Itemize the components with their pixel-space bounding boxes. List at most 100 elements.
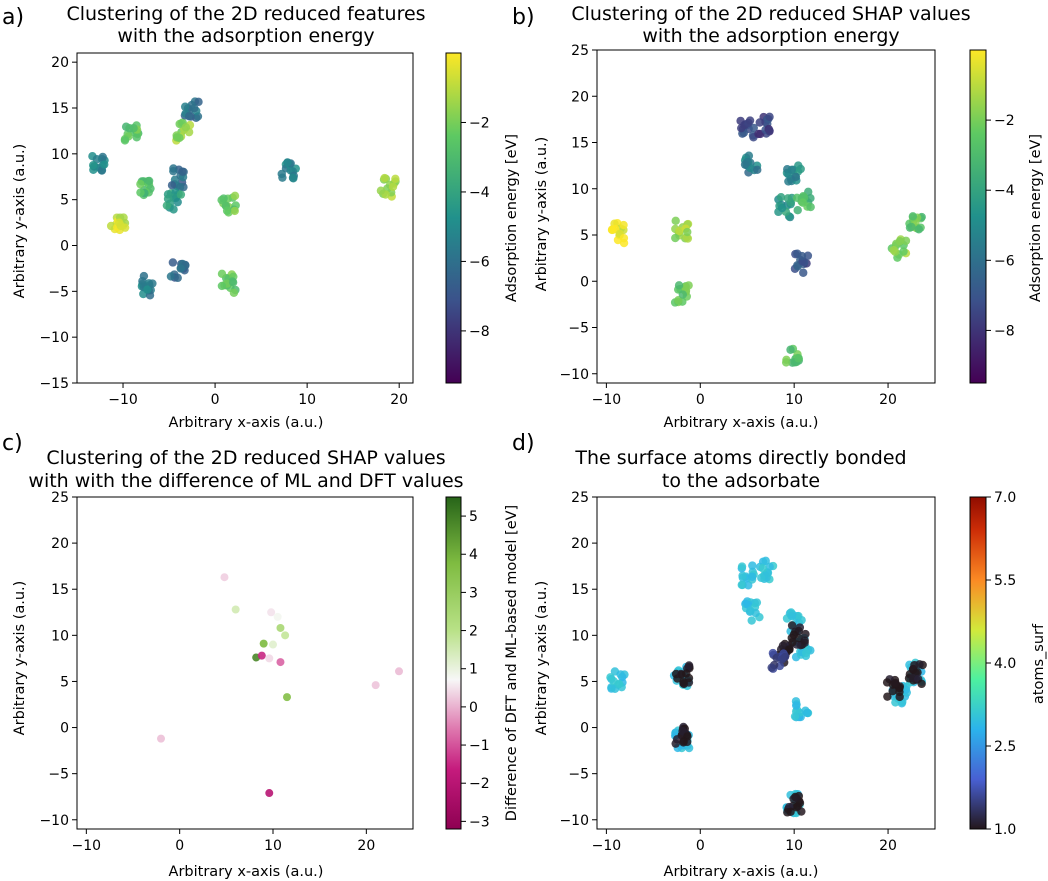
cluster-d-9 bbox=[790, 697, 813, 722]
colorbar-tick-label: −4 bbox=[469, 185, 490, 201]
panel-label-c: c) bbox=[2, 431, 23, 456]
data-point bbox=[761, 556, 770, 566]
cluster-d-15 bbox=[904, 660, 927, 689]
data-point bbox=[172, 133, 182, 142]
colorbar-tick-label: −2 bbox=[994, 113, 1015, 129]
cluster-b-1 bbox=[671, 216, 693, 243]
axes-frame bbox=[596, 49, 936, 384]
x-tick-label: 0 bbox=[175, 838, 184, 854]
data-point bbox=[222, 206, 232, 215]
panel-b: −10 0 10 20 −10 −5 0 5 10 15 20 25 −2 −4 −6 −8 bbox=[559, 43, 1014, 408]
data-point bbox=[184, 112, 194, 121]
data-point bbox=[173, 197, 182, 207]
data-point bbox=[787, 165, 796, 174]
colorbar-label-d: atoms_surf bbox=[1031, 623, 1047, 704]
panel-label-b: b) bbox=[512, 5, 535, 30]
data-point bbox=[679, 737, 688, 746]
data-point bbox=[683, 227, 692, 237]
cluster-b-5 bbox=[740, 151, 762, 177]
x-tick-label: 0 bbox=[696, 838, 705, 854]
colorbar-label-c: Difference of DFT and ML-based model [eV… bbox=[504, 505, 520, 821]
y-tick-label: 20 bbox=[571, 89, 589, 105]
title-b-line1: Clustering of the 2D reduced SHAP values bbox=[571, 3, 970, 25]
data-point bbox=[619, 233, 629, 243]
data-point bbox=[187, 100, 196, 110]
colorbar-label-a: Adsorption energy [eV] bbox=[504, 134, 520, 302]
colorbar bbox=[445, 496, 462, 830]
data-point bbox=[753, 165, 762, 175]
cluster-a-1 bbox=[106, 213, 130, 235]
colorbar-tick-label: 7.0 bbox=[994, 490, 1016, 506]
colorbar-tick-label: 5 bbox=[469, 509, 478, 525]
cluster-a-4 bbox=[137, 271, 157, 300]
cluster-b-7 bbox=[774, 192, 797, 222]
data-point bbox=[283, 693, 291, 702]
colorbar bbox=[445, 52, 462, 384]
data-point bbox=[672, 735, 682, 744]
x-tick-label: 10 bbox=[298, 392, 316, 408]
colorbar-tick-label: 4.0 bbox=[994, 656, 1016, 672]
data-point bbox=[908, 212, 918, 221]
data-point bbox=[229, 288, 239, 297]
y-tick-label: 25 bbox=[571, 43, 589, 59]
data-point bbox=[180, 102, 190, 111]
data-point bbox=[749, 123, 758, 133]
title-d-line2: to the adsorbate bbox=[662, 470, 820, 492]
data-point bbox=[144, 176, 154, 186]
data-point bbox=[888, 687, 897, 696]
cluster-a-12 bbox=[277, 158, 300, 183]
data-point bbox=[907, 222, 916, 232]
data-point bbox=[671, 233, 680, 243]
cluster-a-6 bbox=[162, 188, 186, 214]
ylabel-d: Arbitrary y-axis (a.u.) bbox=[534, 581, 550, 736]
data-point bbox=[790, 712, 800, 721]
data-point bbox=[777, 203, 787, 213]
panel-d: −10 0 10 20 −10 −5 0 5 10 15 20 25 7.0 5.5 4.0 2.5 1.0 bbox=[559, 490, 1016, 854]
data-point bbox=[679, 677, 688, 687]
data-point bbox=[143, 285, 152, 294]
x-tick-label: 20 bbox=[879, 838, 897, 854]
xlabel-a: Arbitrary x-axis (a.u.) bbox=[169, 415, 324, 431]
x-tick-label: 20 bbox=[357, 838, 375, 854]
data-point bbox=[794, 354, 803, 363]
x-tick-label: −10 bbox=[72, 838, 102, 854]
data-point bbox=[136, 188, 145, 197]
y-tick-label: 0 bbox=[580, 721, 589, 737]
data-point bbox=[776, 192, 786, 202]
data-point bbox=[674, 281, 684, 290]
y-tick-label: 10 bbox=[51, 147, 69, 163]
title-a-line1: Clustering of the 2D reduced features bbox=[66, 3, 425, 25]
cluster-b-4 bbox=[754, 112, 774, 139]
data-point bbox=[784, 177, 793, 186]
colorbar-tick-label: −8 bbox=[469, 324, 490, 340]
data-point bbox=[231, 605, 240, 614]
data-point bbox=[915, 660, 924, 669]
data-point bbox=[781, 358, 791, 367]
data-point bbox=[891, 678, 900, 688]
data-point bbox=[283, 158, 292, 167]
y-tick-label: 5 bbox=[580, 228, 589, 244]
cluster-b-0 bbox=[607, 218, 629, 248]
data-point bbox=[265, 654, 274, 663]
data-point bbox=[230, 191, 240, 201]
data-point bbox=[748, 561, 757, 570]
colorbar-tick-label: 2 bbox=[469, 624, 478, 640]
data-point bbox=[163, 194, 173, 204]
data-point bbox=[136, 179, 145, 189]
data-point bbox=[797, 615, 806, 625]
data-point bbox=[380, 173, 389, 183]
data-point bbox=[120, 136, 130, 145]
y-tick-label: 0 bbox=[60, 721, 69, 737]
cluster-d-4 bbox=[755, 556, 778, 584]
data-point bbox=[778, 641, 788, 650]
ylabel-b: Arbitrary y-axis (a.u.) bbox=[534, 137, 550, 292]
data-point bbox=[800, 636, 809, 645]
data-point bbox=[803, 708, 812, 718]
cluster-b-2 bbox=[670, 281, 693, 307]
data-point bbox=[806, 202, 815, 212]
y-tick-label: 5 bbox=[60, 193, 69, 209]
data-point bbox=[752, 598, 762, 607]
cluster-d-18 bbox=[783, 791, 806, 817]
data-point bbox=[217, 195, 226, 205]
y-tick-label: 10 bbox=[571, 628, 589, 644]
